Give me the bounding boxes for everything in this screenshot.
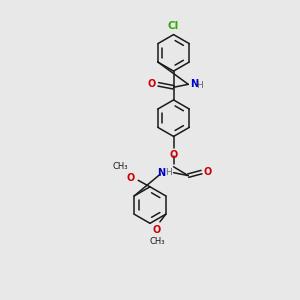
Text: O: O [203, 167, 211, 177]
Text: N: N [190, 79, 198, 89]
Text: H: H [165, 168, 172, 177]
Text: H: H [196, 81, 203, 90]
Text: CH₃: CH₃ [149, 237, 165, 246]
Text: O: O [126, 173, 135, 183]
Text: N: N [157, 168, 165, 178]
Text: CH₃: CH₃ [113, 162, 128, 171]
Text: Cl: Cl [168, 21, 179, 31]
Text: O: O [148, 79, 156, 89]
Text: O: O [169, 150, 178, 160]
Text: O: O [153, 225, 161, 236]
